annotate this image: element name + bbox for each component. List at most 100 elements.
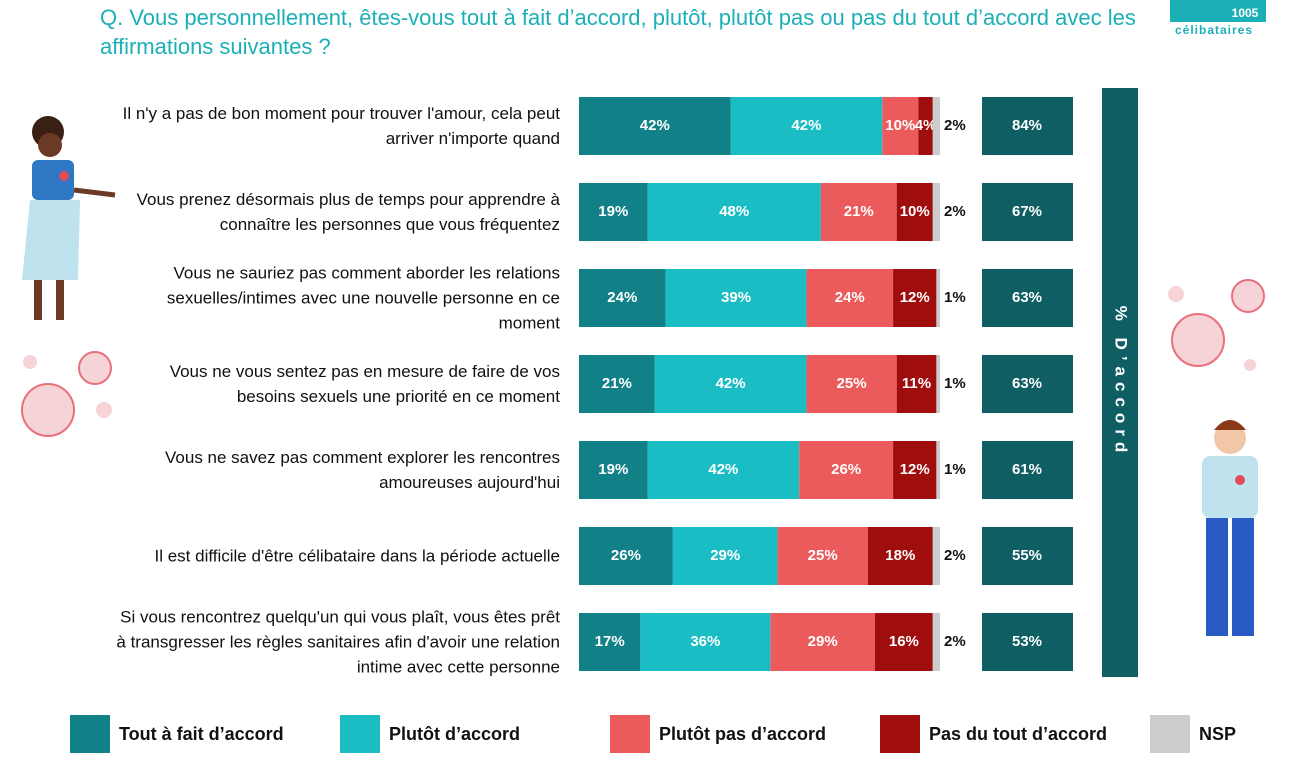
bar-segment <box>867 527 933 585</box>
value-label: 24% <box>607 289 637 306</box>
value-label: 42% <box>640 117 670 134</box>
category-label: Vous ne savez pas comment explorer les r… <box>165 448 560 492</box>
value-label: 48% <box>719 203 749 220</box>
total-label: 67% <box>1012 203 1042 220</box>
bar-segment <box>579 613 641 671</box>
decor-woman <box>22 116 116 320</box>
bar-segment <box>893 441 937 499</box>
legend-label: Plutôt pas d’accord <box>659 724 826 744</box>
value-label: 2% <box>944 547 966 564</box>
value-label: 19% <box>598 461 628 478</box>
bar-segment <box>918 97 933 155</box>
legend-label: Plutôt d’accord <box>389 724 520 744</box>
bar-segment <box>579 183 648 241</box>
bar-segment <box>806 355 897 413</box>
value-label: 4% <box>915 117 937 134</box>
total-label: 55% <box>1012 547 1042 564</box>
bar-segment <box>882 97 919 155</box>
total-box <box>982 613 1073 671</box>
bar-segment <box>579 441 648 499</box>
value-label: 25% <box>808 547 838 564</box>
bar-segment <box>654 355 807 413</box>
bar-segment <box>932 183 940 241</box>
legend-swatch <box>880 715 920 753</box>
total-band <box>1102 88 1138 677</box>
logo-text: célibataires <box>1175 23 1253 37</box>
value-label: 1% <box>944 289 966 306</box>
bar-segment <box>896 183 933 241</box>
value-label: 42% <box>708 461 738 478</box>
total-box <box>982 527 1073 585</box>
logo-number: 1005 <box>1232 6 1259 20</box>
bar-segment <box>875 613 933 671</box>
bar-segment <box>936 355 940 413</box>
value-label: 12% <box>900 461 930 478</box>
legend-swatch <box>1150 715 1190 753</box>
bar-segment <box>579 527 673 585</box>
total-box <box>982 269 1073 327</box>
value-label: 26% <box>831 461 861 478</box>
category-label: Il n'y a pas de bon moment pour trouver … <box>122 104 560 148</box>
bar-segment <box>799 441 894 499</box>
value-label: 12% <box>900 289 930 306</box>
total-label: 63% <box>1012 289 1042 306</box>
bar-segment <box>896 355 937 413</box>
value-label: 1% <box>944 461 966 478</box>
value-label: 26% <box>611 547 641 564</box>
decor-man <box>1202 420 1258 636</box>
value-label: 36% <box>690 633 720 650</box>
total-label: 63% <box>1012 375 1042 392</box>
value-label: 2% <box>944 117 966 134</box>
legend-label: NSP <box>1199 724 1236 744</box>
total-box <box>982 355 1073 413</box>
category-label: Vous ne sauriez pas comment aborder les … <box>166 263 560 333</box>
value-label: 21% <box>844 203 874 220</box>
value-label: 25% <box>837 375 867 392</box>
total-label: 53% <box>1012 633 1042 650</box>
legend-swatch <box>70 715 110 753</box>
title: Q. Vous personnellement, êtes-vous tout … <box>100 5 1136 59</box>
category-label: Vous prenez désormais plus de temps pour… <box>136 190 560 234</box>
bar-segment <box>640 613 771 671</box>
bar-segment <box>777 527 868 585</box>
value-label: 29% <box>710 547 740 564</box>
category-label: Il est difficile d'être célibataire dans… <box>154 546 560 566</box>
value-label: 2% <box>944 633 966 650</box>
total-box <box>982 441 1073 499</box>
value-label: 1% <box>944 375 966 392</box>
value-label: 39% <box>721 289 751 306</box>
bar-segment <box>806 269 894 327</box>
bar-segment <box>932 613 940 671</box>
bar-segment <box>820 183 897 241</box>
total-label: 61% <box>1012 461 1042 478</box>
value-label: 10% <box>885 117 915 134</box>
bar-segment <box>730 97 883 155</box>
bar-segment <box>936 269 940 327</box>
bar-segment <box>672 527 778 585</box>
bar-segment <box>579 355 655 413</box>
value-label: 17% <box>595 633 625 650</box>
value-label: 29% <box>808 633 838 650</box>
value-label: 16% <box>889 633 919 650</box>
bar-segment <box>932 527 940 585</box>
bar-segment <box>770 613 876 671</box>
value-label: 18% <box>885 547 915 564</box>
bar-segment <box>665 269 807 327</box>
bar-segment <box>936 441 940 499</box>
legend-swatch <box>340 715 380 753</box>
legend-label: Tout à fait d’accord <box>119 724 284 744</box>
legend-swatch <box>610 715 650 753</box>
legend-label: Pas du tout d’accord <box>929 724 1107 744</box>
bar-segment <box>893 269 937 327</box>
category-label: Si vous rencontrez quelqu'un qui vous pl… <box>116 607 560 677</box>
value-label: 19% <box>598 203 628 220</box>
total-box <box>982 183 1073 241</box>
category-label: Vous ne vous sentez pas en mesure de fai… <box>169 362 560 406</box>
value-label: 11% <box>902 375 931 392</box>
bar-segment <box>579 269 666 327</box>
value-label: 10% <box>900 203 930 220</box>
value-label: 2% <box>944 203 966 220</box>
value-label: 21% <box>602 375 632 392</box>
bar-segment <box>579 97 731 155</box>
